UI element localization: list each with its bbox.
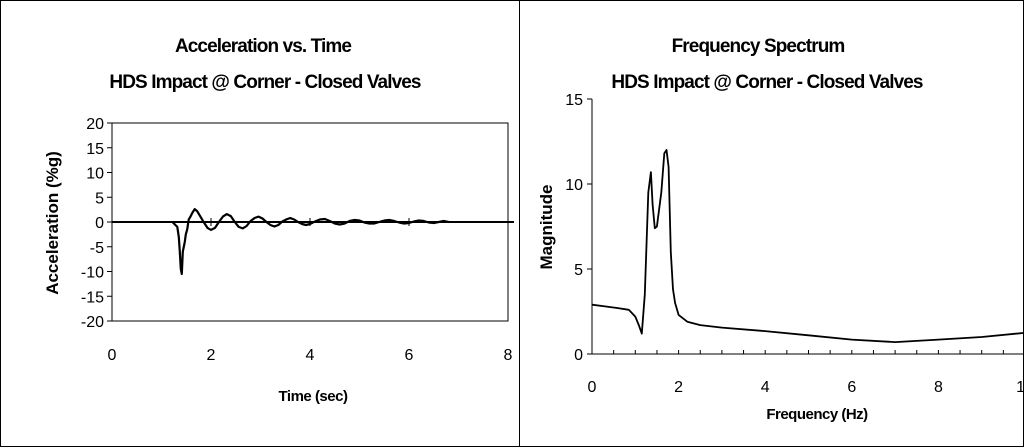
y-axis-title: Acceleration (%g) [43, 151, 62, 295]
x-tick-label: 8 [504, 347, 513, 364]
y-tick-label: 15 [86, 141, 104, 158]
x-tick-label: 2 [674, 379, 683, 396]
x-axis-title: Frequency (Hz) [766, 406, 868, 423]
x-tick-label: 0 [588, 379, 597, 396]
chart-subtitle: HDS Impact @ Corner - Closed Valves [611, 72, 923, 93]
y-tick-label: 5 [574, 262, 583, 279]
y-tick-label: 10 [565, 177, 583, 194]
x-tick-label: 0 [108, 347, 117, 364]
x-tick-label: 4 [761, 379, 770, 396]
y-tick-label: 20 [86, 116, 104, 133]
x-tick-label: 8 [934, 379, 943, 396]
chart-title: Acceleration vs. Time [175, 36, 351, 57]
y-tick-label: 0 [574, 347, 583, 364]
chart-title: Frequency Spectrum [672, 36, 845, 57]
y-axis-title: Magnitude [537, 185, 556, 270]
y-tick-label: 10 [86, 166, 104, 183]
frequency-chart: Frequency Spectrum HDS Impact @ Corner -… [537, 36, 1024, 423]
x-tick-label: 4 [306, 347, 315, 364]
frequency-chart-panel: Frequency Spectrum HDS Impact @ Corner -… [519, 0, 1024, 447]
x-axis-title: Time (sec) [279, 388, 348, 405]
x-tick-label: 10 [1016, 379, 1024, 396]
x-tick-label: 6 [405, 347, 414, 364]
x-tick-label: 2 [207, 347, 216, 364]
acceleration-chart: Acceleration vs. Time HDS Impact @ Corne… [43, 36, 514, 405]
series-line [591, 149, 1023, 344]
y-tick-label: 5 [95, 190, 104, 207]
acceleration-chart-panel: Acceleration vs. Time HDS Impact @ Corne… [0, 0, 520, 447]
chart-subtitle: HDS Impact @ Corner - Closed Valves [109, 72, 421, 93]
y-tick-label: 15 [565, 92, 583, 109]
y-tick-label: 0 [95, 215, 104, 232]
y-tick-label: -5 [90, 240, 104, 257]
x-tick-label: 6 [847, 379, 856, 396]
y-tick-label: -15 [81, 289, 104, 306]
series-line [171, 208, 449, 276]
y-tick-label: -10 [81, 265, 104, 282]
y-tick-label: -20 [81, 314, 104, 331]
